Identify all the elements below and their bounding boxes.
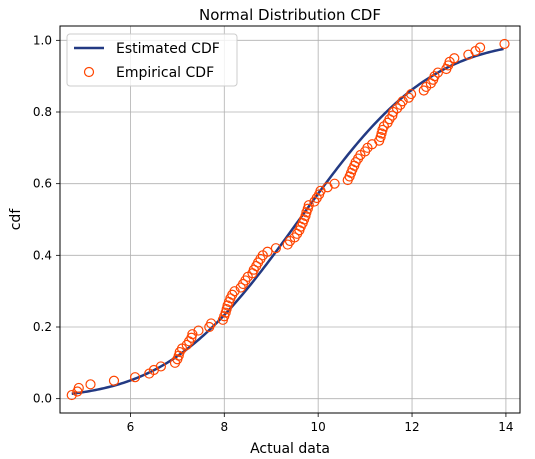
empirical-cdf-point (66, 389, 77, 401)
empirical-cdf-point (73, 382, 84, 394)
legend-swatch-empirical-cdf (83, 66, 95, 78)
y-tick-label: 0.2 (33, 320, 52, 334)
empirical-cdf-point (499, 38, 510, 50)
x-tick-label: 6 (127, 420, 135, 434)
empirical-cdf-point (432, 67, 443, 78)
x-axis-label: Actual data (250, 441, 330, 457)
legend: Estimated CDF Empirical CDF (66, 33, 238, 87)
legend-entry-empirical-cdf: Empirical CDF (116, 65, 214, 81)
empirical-cdf-point (130, 372, 141, 383)
empirical-cdf-point (391, 103, 403, 114)
empirical-cdf-point (397, 96, 408, 107)
y-tick-label: 0.6 (33, 177, 52, 191)
legend-box (66, 33, 238, 87)
empirical-cdf-point (406, 88, 417, 100)
empirical-cdf-point (388, 106, 399, 118)
legend-entry-estimated-cdf: Estimated CDF (116, 41, 220, 57)
y-tick-label: 1.0 (33, 33, 52, 47)
chart-title: Normal Distribution CDF (199, 6, 381, 24)
x-axis-ticks: 6 8 10 12 14 (127, 413, 514, 434)
empirical-cdf-point (475, 42, 486, 53)
y-tick-label: 0.4 (33, 248, 52, 262)
empirical-cdf-point (229, 286, 240, 297)
empirical-cdf-point (187, 329, 198, 340)
estimated-cdf-line (71, 47, 504, 395)
empirical-cdf-point (85, 379, 96, 390)
x-tick-label: 10 (311, 420, 326, 434)
x-tick-label: 14 (498, 420, 513, 434)
y-axis-ticks: 0.0 0.2 0.4 0.6 0.8 1.0 (33, 33, 60, 406)
empirical-cdf-point (155, 361, 167, 372)
y-tick-label: 0.8 (33, 105, 52, 119)
empirical-cdf-point (206, 318, 217, 329)
empirical-cdf-point (429, 71, 440, 82)
empirical-cdf-point (449, 53, 460, 64)
empirical-cdf-series (66, 38, 510, 401)
x-tick-label: 8 (220, 420, 228, 434)
empirical-cdf-point (378, 121, 389, 132)
y-axis-label: cdf (8, 208, 24, 231)
y-tick-label: 0.0 (33, 392, 52, 406)
axes-frame (59, 25, 521, 414)
empirical-cdf-point (303, 200, 314, 211)
empirical-cdf-point (329, 178, 340, 189)
empirical-cdf-point (262, 246, 273, 257)
x-tick-label: 12 (404, 420, 419, 434)
empirical-cdf-point (270, 243, 282, 254)
estimated-cdf-series (71, 47, 504, 395)
empirical-cdf-point (108, 375, 120, 386)
empirical-cdf-point (193, 325, 204, 336)
